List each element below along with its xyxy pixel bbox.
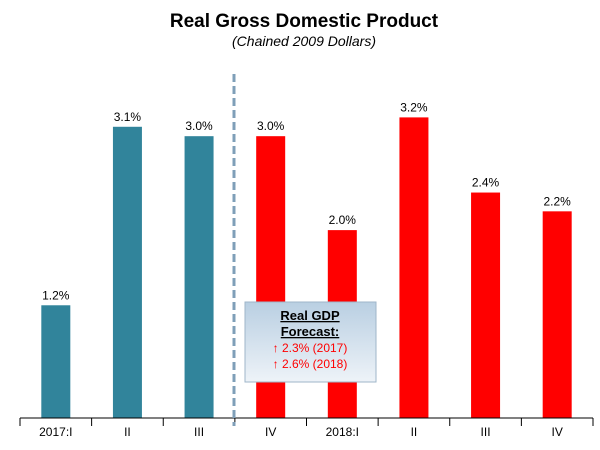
value-label-7: 2.4% bbox=[472, 176, 500, 190]
forecast-annotation-box bbox=[244, 301, 377, 383]
value-label-3: 3.0% bbox=[185, 119, 213, 133]
tick-label-6: II bbox=[411, 425, 418, 439]
x-axis-ticks bbox=[19, 418, 594, 426]
bar-2 bbox=[112, 126, 142, 419]
tick-label-4: IV bbox=[265, 425, 276, 439]
tick-label-5: 2018:I bbox=[326, 425, 359, 439]
tick-label-3: III bbox=[194, 425, 204, 439]
annotation-forecast-2018: ↑ 2.6% (2018) bbox=[273, 357, 348, 371]
value-label-5: 2.0% bbox=[329, 213, 357, 227]
tick-label-2: II bbox=[124, 425, 131, 439]
tick-label-7: III bbox=[481, 425, 491, 439]
bar-7 bbox=[471, 192, 501, 418]
chart-title: Real Gross Domestic Product bbox=[170, 11, 439, 32]
bar-1 bbox=[41, 305, 71, 418]
bar-6 bbox=[399, 117, 429, 419]
value-label-6: 3.2% bbox=[400, 100, 428, 114]
forecast-annotation: Real GDP Forecast: ↑ 2.3% (2017) ↑ 2.6% … bbox=[244, 301, 377, 383]
tick-label-1: 2017:I bbox=[39, 425, 72, 439]
annotation-forecast-2017: ↑ 2.3% (2017) bbox=[273, 341, 348, 355]
annotation-title-line1: Real GDP bbox=[280, 308, 340, 323]
tick-label-8: IV bbox=[552, 425, 563, 439]
bar-3 bbox=[184, 136, 214, 418]
value-label-8: 2.2% bbox=[544, 194, 572, 208]
value-label-4: 3.0% bbox=[257, 119, 285, 133]
value-labels-group: 1.2% 3.1% 3.0% 3.0% 2.0% 3.2% 2.4% 2.2% bbox=[42, 100, 571, 302]
x-axis-tick-labels: 2017:I II III IV 2018:I II III IV bbox=[39, 425, 563, 439]
value-label-2: 3.1% bbox=[114, 110, 142, 124]
value-label-1: 1.2% bbox=[42, 288, 70, 302]
bar-8 bbox=[542, 211, 572, 418]
chart-subtitle: (Chained 2009 Dollars) bbox=[232, 33, 376, 49]
annotation-title-line2: Forecast: bbox=[281, 324, 340, 339]
